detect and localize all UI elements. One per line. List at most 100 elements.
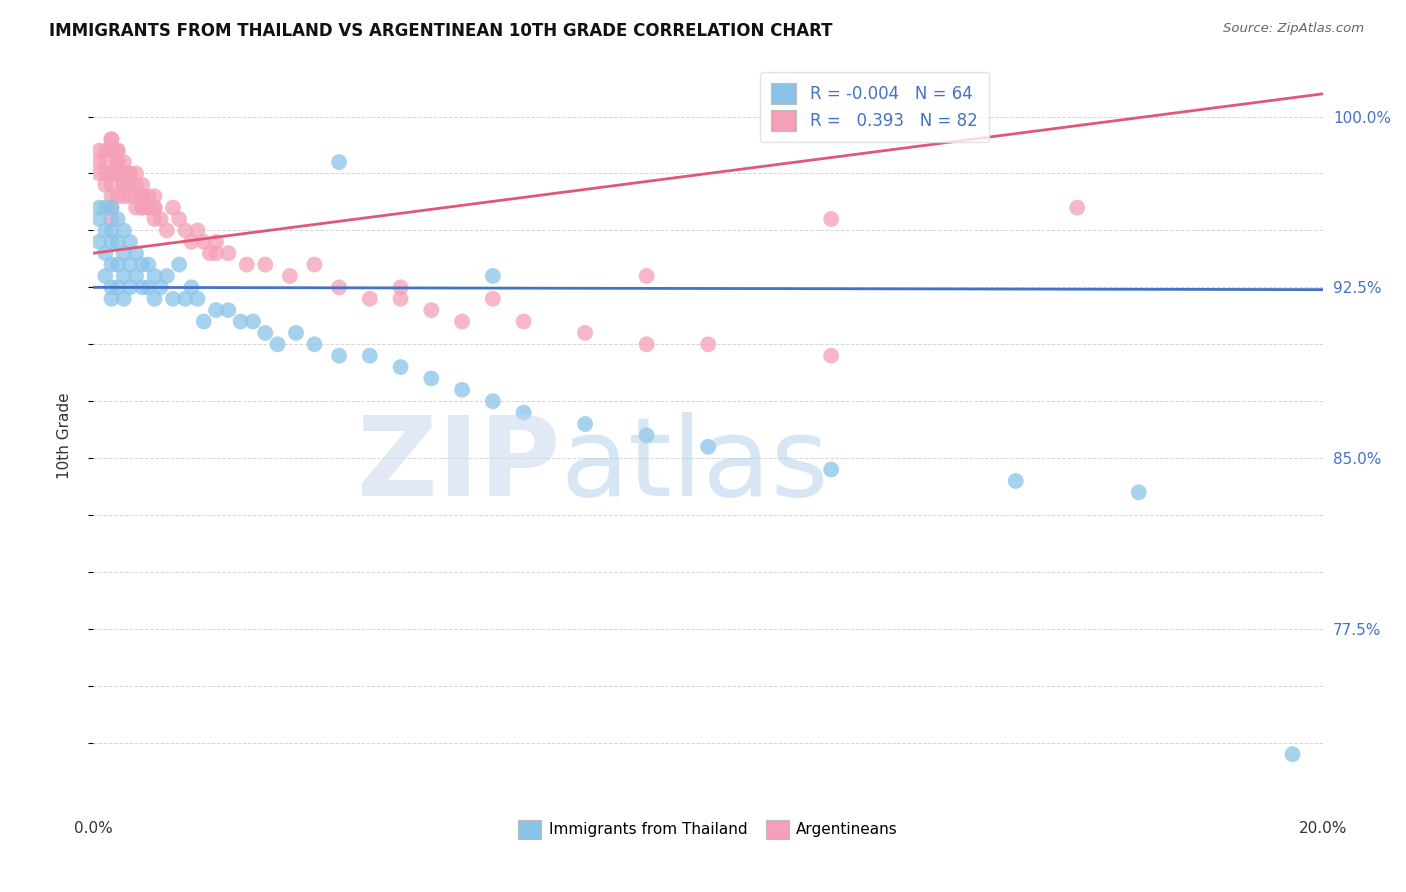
Point: [198, 246, 221, 260]
Point: [100, 178, 122, 192]
Point: [131, 280, 153, 294]
Point: [180, 235, 202, 249]
Point: [118, 258, 141, 272]
Point: [94, 223, 117, 237]
Point: [636, 268, 658, 283]
Point: [107, 189, 129, 203]
Point: [512, 314, 534, 328]
Point: [125, 178, 148, 192]
Point: [100, 212, 122, 227]
Point: [143, 268, 166, 283]
Point: [138, 280, 160, 294]
Point: [574, 326, 596, 340]
Point: [138, 258, 160, 272]
Point: [94, 166, 117, 180]
Point: [89, 166, 111, 180]
Point: [162, 201, 184, 215]
Point: [107, 144, 129, 158]
Point: [1066, 201, 1088, 215]
Point: [697, 440, 720, 454]
Point: [107, 212, 129, 227]
Point: [820, 212, 842, 227]
Point: [143, 201, 166, 215]
Point: [254, 326, 277, 340]
Point: [574, 417, 596, 431]
Y-axis label: 10th Grade: 10th Grade: [58, 392, 72, 479]
Point: [167, 258, 190, 272]
Point: [482, 268, 505, 283]
Point: [359, 292, 381, 306]
Point: [100, 132, 122, 146]
Point: [149, 212, 172, 227]
Point: [389, 280, 412, 294]
Text: Source: ZipAtlas.com: Source: ZipAtlas.com: [1223, 22, 1364, 36]
Point: [482, 292, 505, 306]
Point: [107, 155, 129, 169]
Point: [167, 212, 190, 227]
Point: [107, 258, 129, 272]
Point: [143, 189, 166, 203]
Point: [125, 189, 148, 203]
Point: [156, 268, 179, 283]
Point: [89, 155, 111, 169]
Point: [420, 303, 443, 318]
Point: [112, 246, 135, 260]
Point: [118, 189, 141, 203]
Point: [112, 189, 135, 203]
Point: [636, 428, 658, 442]
Point: [1004, 474, 1026, 488]
Point: [242, 314, 264, 328]
Point: [112, 268, 135, 283]
Point: [138, 189, 160, 203]
Point: [143, 212, 166, 227]
Point: [107, 155, 129, 169]
Point: [187, 292, 209, 306]
Text: atlas: atlas: [561, 412, 830, 519]
Point: [420, 371, 443, 385]
Point: [328, 280, 350, 294]
Point: [100, 201, 122, 215]
Point: [328, 349, 350, 363]
Point: [100, 280, 122, 294]
Point: [89, 144, 111, 158]
Point: [131, 201, 153, 215]
Point: [112, 223, 135, 237]
Point: [143, 201, 166, 215]
Point: [205, 246, 228, 260]
Point: [112, 166, 135, 180]
Point: [278, 268, 301, 283]
Point: [149, 280, 172, 294]
Point: [118, 178, 141, 192]
Point: [131, 178, 153, 192]
Point: [131, 258, 153, 272]
Point: [820, 462, 842, 476]
Point: [89, 235, 111, 249]
Point: [389, 292, 412, 306]
Point: [118, 178, 141, 192]
Point: [512, 406, 534, 420]
Text: IMMIGRANTS FROM THAILAND VS ARGENTINEAN 10TH GRADE CORRELATION CHART: IMMIGRANTS FROM THAILAND VS ARGENTINEAN …: [49, 22, 832, 40]
Point: [1128, 485, 1150, 500]
Point: [107, 144, 129, 158]
Point: [100, 144, 122, 158]
Point: [697, 337, 720, 351]
Point: [131, 189, 153, 203]
Point: [118, 166, 141, 180]
Point: [100, 144, 122, 158]
Point: [94, 201, 117, 215]
Point: [100, 201, 122, 215]
Point: [266, 337, 288, 351]
Point: [389, 360, 412, 375]
Point: [125, 201, 148, 215]
Point: [100, 144, 122, 158]
Point: [143, 292, 166, 306]
Point: [89, 201, 111, 215]
Point: [451, 383, 474, 397]
Point: [205, 303, 228, 318]
Point: [254, 258, 277, 272]
Point: [100, 258, 122, 272]
Point: [174, 292, 197, 306]
Point: [107, 280, 129, 294]
Point: [451, 314, 474, 328]
Point: [328, 155, 350, 169]
